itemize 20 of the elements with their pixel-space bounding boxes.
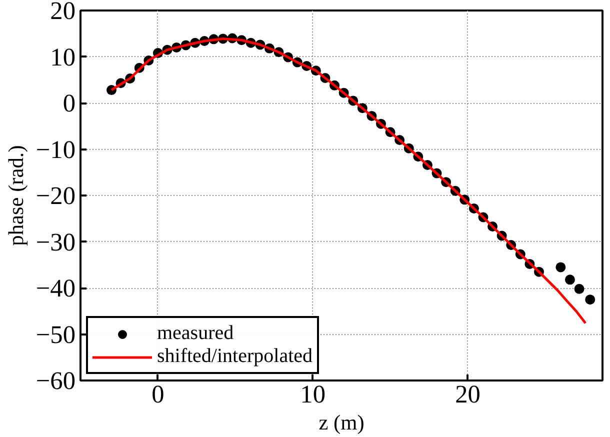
x-tick-label: 0 [152, 380, 164, 408]
y-tick-label: 0 [62, 90, 76, 118]
point [556, 262, 566, 272]
y-tick-label: 20 [50, 0, 76, 25]
y-tick-label: −40 [36, 274, 76, 302]
x-tick-label: 20 [455, 380, 480, 408]
legend-label: measured [157, 322, 234, 345]
y-tick-label: −20 [36, 182, 76, 210]
x-tick-label: 10 [300, 380, 326, 408]
y-tick-label: 10 [50, 43, 76, 72]
legend-label: shifted/interpolated [157, 345, 313, 368]
point [564, 274, 575, 285]
y-tick-label: −30 [36, 228, 76, 256]
y-axis-title: phase (rad.) [4, 145, 28, 246]
y-tick-label: −60 [36, 367, 76, 395]
point [585, 294, 596, 305]
y-tick-label: −10 [36, 136, 76, 164]
x-axis-title: z (m) [318, 410, 364, 434]
y-tick-label: −50 [36, 320, 76, 349]
point [574, 284, 584, 294]
